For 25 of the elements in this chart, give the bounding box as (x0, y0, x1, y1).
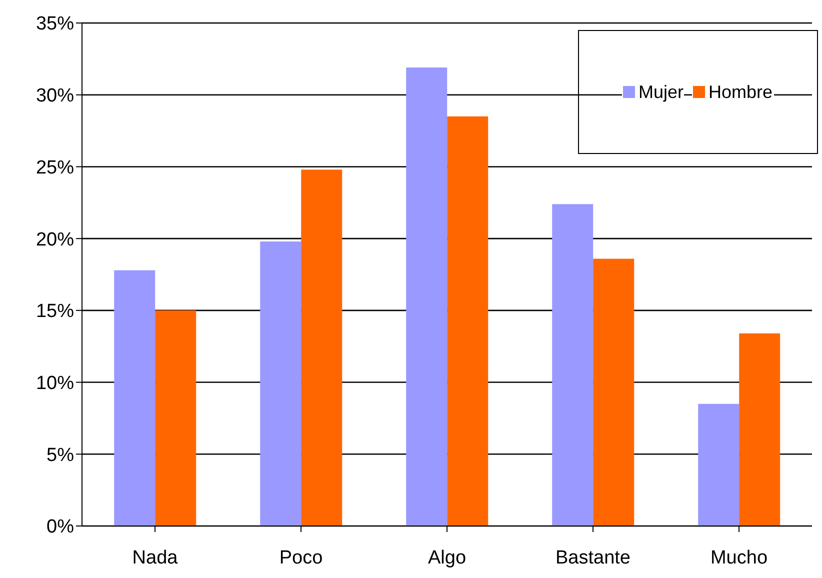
y-tick-label: 10% (36, 373, 74, 394)
bar (739, 333, 780, 526)
y-tick-label: 5% (46, 444, 74, 466)
bar (301, 170, 342, 526)
x-tick-label: Mucho (710, 547, 768, 568)
x-tick-label: Nada (132, 547, 178, 568)
x-tick-label: Bastante (556, 547, 630, 568)
bar (593, 258, 634, 526)
x-tick-label: Algo (428, 547, 466, 568)
y-tick-label: 20% (36, 229, 74, 250)
y-tick-label: 15% (36, 301, 74, 322)
bar (155, 310, 196, 526)
bar (114, 270, 156, 526)
legend-label: Mujer (622, 80, 684, 104)
y-tick-label: 25% (36, 157, 74, 178)
bar (552, 204, 594, 526)
y-tick-label: 35% (36, 14, 74, 35)
y-tick-label: 0% (46, 516, 74, 538)
bar (260, 241, 302, 526)
bar (406, 68, 448, 526)
bar (698, 404, 740, 526)
bar (447, 116, 488, 526)
y-tick-label: 30% (36, 86, 74, 107)
legend-label: Hombre (692, 80, 774, 104)
x-tick-label: Poco (279, 547, 323, 568)
